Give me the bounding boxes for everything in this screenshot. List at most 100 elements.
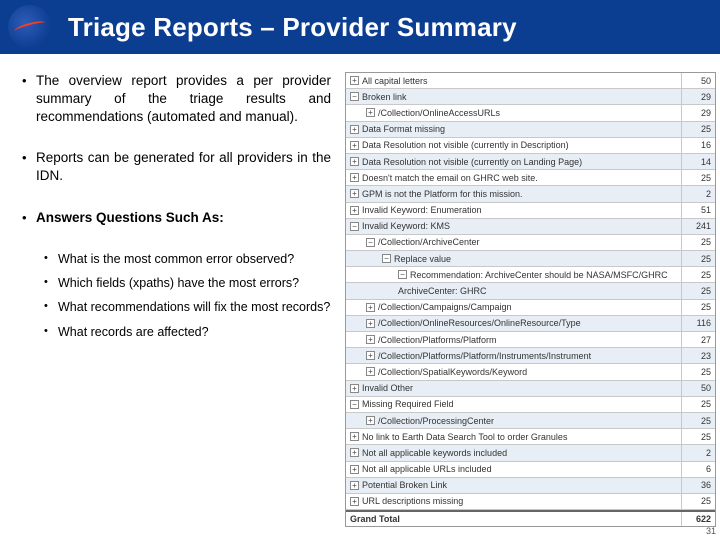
expand-icon[interactable]: +: [350, 384, 359, 393]
table-row: +No link to Earth Data Search Tool to or…: [346, 429, 715, 445]
row-value: 25: [681, 170, 715, 185]
row-label: +/Collection/ProcessingCenter: [346, 416, 681, 426]
row-label-text: Invalid Other: [362, 383, 413, 393]
row-label-text: /Collection/ArchiveCenter: [378, 237, 480, 247]
row-label-text: /Collection/OnlineResources/OnlineResour…: [378, 318, 581, 328]
row-value: 25: [681, 283, 715, 298]
table-row: ArchiveCenter: GHRC25: [346, 283, 715, 299]
expand-icon[interactable]: +: [366, 351, 375, 360]
row-value: 29: [681, 89, 715, 104]
row-value: 25: [681, 494, 715, 509]
expand-icon[interactable]: +: [350, 173, 359, 182]
row-label: +Not all applicable URLs included: [346, 464, 681, 474]
row-label: +GPM is not the Platform for this missio…: [346, 189, 681, 199]
expand-icon[interactable]: +: [350, 189, 359, 198]
sub-bullet-list: •What is the most common error observed?…: [44, 251, 331, 340]
collapse-icon[interactable]: −: [350, 92, 359, 101]
row-value: 25: [681, 397, 715, 412]
collapse-icon[interactable]: −: [350, 222, 359, 231]
bullet-item: •Answers Questions Such As:: [22, 209, 331, 227]
expand-icon[interactable]: +: [366, 335, 375, 344]
row-value: 50: [681, 73, 715, 88]
row-value: 2: [681, 186, 715, 201]
expand-icon[interactable]: +: [350, 141, 359, 150]
expand-icon[interactable]: +: [366, 367, 375, 376]
bullet-dot: •: [44, 275, 58, 291]
collapse-icon[interactable]: −: [382, 254, 391, 263]
row-label: −Missing Required Field: [346, 399, 681, 409]
row-label: −Replace value: [346, 254, 681, 264]
row-value: 25: [681, 429, 715, 444]
table-row: −/Collection/ArchiveCenter25: [346, 235, 715, 251]
bullet-item: •The overview report provides a per prov…: [22, 72, 331, 125]
row-value: 25: [681, 364, 715, 379]
expand-icon[interactable]: +: [350, 157, 359, 166]
row-label: −Invalid Keyword: KMS: [346, 221, 681, 231]
grand-total-value: 622: [681, 512, 715, 526]
expand-icon[interactable]: +: [350, 125, 359, 134]
row-value: 16: [681, 138, 715, 153]
row-value: 23: [681, 348, 715, 363]
row-label: +/Collection/SpatialKeywords/Keyword: [346, 367, 681, 377]
expand-icon[interactable]: +: [350, 465, 359, 474]
table-column: +All capital letters50−Broken link29+/Co…: [345, 72, 720, 540]
collapse-icon[interactable]: −: [398, 270, 407, 279]
expand-icon[interactable]: +: [350, 481, 359, 490]
expand-icon[interactable]: +: [350, 432, 359, 441]
expand-icon[interactable]: +: [350, 206, 359, 215]
row-label-text: Data Resolution not visible (currently i…: [362, 140, 569, 150]
row-label-text: Potential Broken Link: [362, 480, 447, 490]
table-row: −Invalid Keyword: KMS241: [346, 219, 715, 235]
nasa-logo: [8, 5, 52, 49]
expand-icon[interactable]: +: [350, 448, 359, 457]
sub-bullet-item: •What records are affected?: [44, 324, 331, 340]
expand-icon[interactable]: +: [350, 76, 359, 85]
row-label: +/Collection/Campaigns/Campaign: [346, 302, 681, 312]
row-label-text: Data Format missing: [362, 124, 445, 134]
expand-icon[interactable]: +: [366, 303, 375, 312]
row-label-text: All capital letters: [362, 76, 428, 86]
slide-title: Triage Reports – Provider Summary: [68, 12, 517, 43]
row-label-text: Invalid Keyword: Enumeration: [362, 205, 482, 215]
table-row: +Data Format missing 25: [346, 122, 715, 138]
sub-bullet-item: •Which fields (xpaths) have the most err…: [44, 275, 331, 291]
expand-icon[interactable]: +: [350, 497, 359, 506]
row-label-text: Recommendation: ArchiveCenter should be …: [410, 270, 668, 280]
table-row: −Broken link 29: [346, 89, 715, 105]
row-label: +URL descriptions missing: [346, 496, 681, 506]
bullet-item: •Reports can be generated for all provid…: [22, 149, 331, 185]
collapse-icon[interactable]: −: [350, 400, 359, 409]
row-label-text: Broken link: [362, 92, 407, 102]
grand-total-label: Grand Total: [346, 514, 681, 524]
slide-header: Triage Reports – Provider Summary: [0, 0, 720, 54]
row-label: −/Collection/ArchiveCenter: [346, 237, 681, 247]
expand-icon[interactable]: +: [366, 108, 375, 117]
bullet-dot: •: [44, 251, 58, 267]
row-value: 25: [681, 122, 715, 137]
row-label-text: /Collection/ProcessingCenter: [378, 416, 494, 426]
row-label: +Not all applicable keywords included: [346, 448, 681, 458]
collapse-icon[interactable]: −: [366, 238, 375, 247]
row-label-text: Not all applicable keywords included: [362, 448, 507, 458]
bullet-dot: •: [22, 149, 36, 185]
row-value: 51: [681, 203, 715, 218]
row-label-text: /Collection/OnlineAccessURLs: [378, 108, 500, 118]
row-label-text: Missing Required Field: [362, 399, 454, 409]
row-value: 25: [681, 251, 715, 266]
bullet-column: •The overview report provides a per prov…: [0, 72, 345, 540]
row-label-text: URL descriptions missing: [362, 496, 463, 506]
table-row: +Doesn't match the email on GHRC web sit…: [346, 170, 715, 186]
table-row: +/Collection/ProcessingCenter25: [346, 413, 715, 429]
grand-total-row: Grand Total622: [346, 510, 715, 526]
expand-icon[interactable]: +: [366, 319, 375, 328]
row-label-text: Replace value: [394, 254, 451, 264]
sub-bullet-text: What is the most common error observed?: [58, 251, 331, 267]
bullet-text: The overview report provides a per provi…: [36, 72, 331, 125]
sub-bullet-text: What records are affected?: [58, 324, 331, 340]
table-row: +All capital letters 50: [346, 73, 715, 89]
row-value: 14: [681, 154, 715, 169]
table-row: +Invalid Other50: [346, 381, 715, 397]
row-value: 25: [681, 300, 715, 315]
expand-icon[interactable]: +: [366, 416, 375, 425]
bullet-text: Answers Questions Such As:: [36, 209, 331, 227]
